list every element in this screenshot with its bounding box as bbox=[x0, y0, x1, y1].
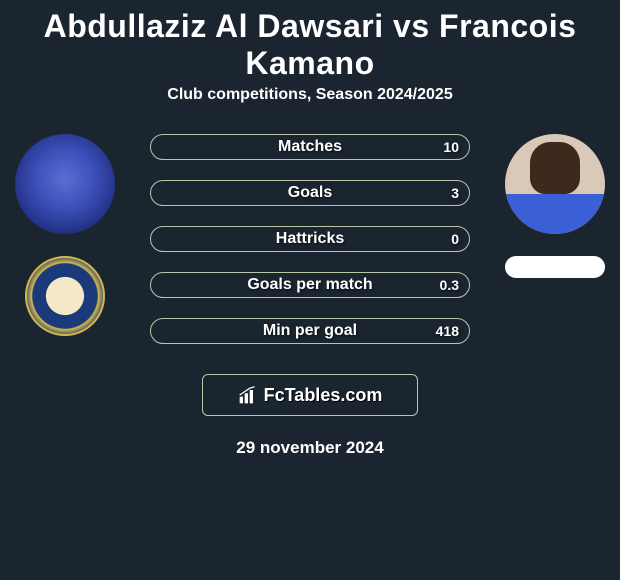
date-text: 29 november 2024 bbox=[0, 438, 620, 458]
stat-row-goals: Goals 3 bbox=[150, 180, 470, 206]
stats-column: Matches 10 Goals 3 Hattricks 0 Goals per… bbox=[120, 134, 500, 344]
subtitle: Club competitions, Season 2024/2025 bbox=[0, 86, 620, 104]
player-photo-left bbox=[15, 134, 115, 234]
stat-right-value: 0 bbox=[451, 231, 459, 247]
stat-row-hattricks: Hattricks 0 bbox=[150, 226, 470, 252]
stat-label: Matches bbox=[278, 138, 342, 156]
stat-label: Hattricks bbox=[276, 230, 344, 248]
stat-label: Min per goal bbox=[263, 322, 357, 340]
stat-row-matches: Matches 10 bbox=[150, 134, 470, 160]
stat-right-value: 10 bbox=[443, 139, 459, 155]
stat-row-goals-per-match: Goals per match 0.3 bbox=[150, 272, 470, 298]
left-player-column bbox=[10, 134, 120, 336]
player-photo-right bbox=[505, 134, 605, 234]
page-title: Abdullaziz Al Dawsari vs Francois Kamano bbox=[0, 0, 620, 86]
brand-badge[interactable]: FcTables.com bbox=[202, 374, 418, 416]
stat-right-value: 0.3 bbox=[440, 277, 459, 293]
comparison-card: Abdullaziz Al Dawsari vs Francois Kamano… bbox=[0, 0, 620, 458]
main-row: Matches 10 Goals 3 Hattricks 0 Goals per… bbox=[0, 134, 620, 344]
bar-chart-icon bbox=[238, 385, 258, 405]
club-logo-left bbox=[25, 256, 105, 336]
stat-label: Goals per match bbox=[247, 276, 372, 294]
brand-text: FcTables.com bbox=[264, 385, 383, 406]
club-logo-right bbox=[505, 256, 605, 278]
stat-row-min-per-goal: Min per goal 418 bbox=[150, 318, 470, 344]
stat-right-value: 418 bbox=[436, 323, 459, 339]
right-player-column bbox=[500, 134, 610, 278]
stat-label: Goals bbox=[288, 184, 332, 202]
stat-right-value: 3 bbox=[451, 185, 459, 201]
